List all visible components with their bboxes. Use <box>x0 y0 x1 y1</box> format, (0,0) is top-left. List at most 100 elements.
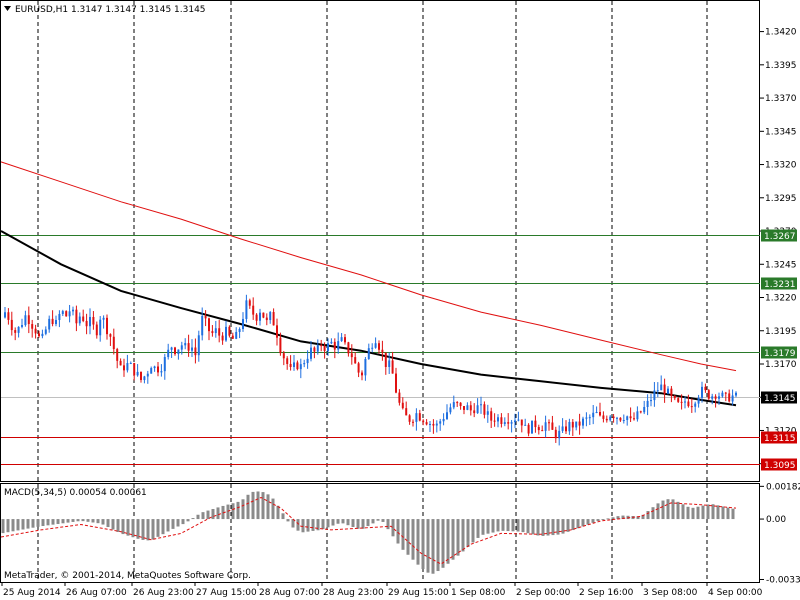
candle-body <box>480 404 482 406</box>
candle-body <box>61 311 64 314</box>
macd-histogram-bar <box>351 519 355 527</box>
macd-histogram-bar <box>516 519 520 532</box>
macd-histogram-bar <box>276 505 280 520</box>
time-tick-label: 1 Sep 08:00 <box>451 588 506 598</box>
macd-histogram-bar <box>156 519 160 537</box>
macd-histogram-bar <box>426 519 430 573</box>
macd-histogram-bar <box>201 512 205 520</box>
macd-histogram-bar <box>696 506 700 520</box>
macd-histogram-bar <box>541 519 545 536</box>
candle-body <box>456 402 459 404</box>
candle-body <box>170 347 173 350</box>
macd-histogram-bar <box>671 499 675 520</box>
candle-body <box>690 406 693 408</box>
candle-body <box>68 311 71 317</box>
macd-histogram-bar <box>396 519 400 544</box>
level-label: 1.3145 <box>764 394 796 404</box>
macd-histogram-bar <box>296 519 300 531</box>
macd-histogram-bar <box>416 519 420 565</box>
candle-body <box>534 420 537 428</box>
macd-histogram-bar <box>56 519 60 524</box>
candle-body <box>58 313 61 321</box>
macd-histogram-bar <box>641 514 645 520</box>
macd-histogram-bar <box>596 519 600 522</box>
candle-body <box>347 342 350 354</box>
candle-body <box>527 424 530 434</box>
macd-histogram-bar <box>556 519 560 535</box>
candle-body <box>316 345 319 352</box>
candle-body <box>306 358 309 364</box>
candle-body <box>514 420 516 423</box>
candle-body <box>588 417 591 419</box>
candle-body <box>483 404 486 415</box>
macd-histogram-bar <box>1 519 5 534</box>
candle-body <box>469 405 472 411</box>
macd-histogram-bar <box>391 519 395 537</box>
candle-body <box>731 395 734 402</box>
time-tick-label: 26 Aug 07:00 <box>66 588 127 598</box>
candle-body <box>551 422 554 430</box>
macd-histogram-bar <box>546 519 550 536</box>
macd-histogram-bar <box>16 519 20 531</box>
candle-body <box>650 400 652 402</box>
candle-body <box>248 300 251 306</box>
candle-body <box>398 392 401 403</box>
macd-histogram-bar <box>606 518 610 520</box>
candle-body <box>490 411 493 421</box>
macd-histogram-bar <box>226 504 230 520</box>
candle-body <box>452 402 455 408</box>
macd-histogram-bar <box>246 494 250 520</box>
macd-axis: 0.00182 0.00 -0.00336 <box>760 482 800 585</box>
candle-body <box>191 347 193 351</box>
candle-body <box>265 317 268 321</box>
candle-body <box>357 363 360 373</box>
candle-body <box>350 353 353 358</box>
candle-body <box>575 421 578 428</box>
candle-body <box>446 412 448 419</box>
candle-body <box>544 422 547 431</box>
candle-body <box>364 358 367 376</box>
candle-body <box>493 420 496 422</box>
candle-body <box>55 320 57 325</box>
candle-body <box>344 337 346 343</box>
macd-histogram-bar <box>446 519 450 564</box>
macd-histogram-bar <box>436 519 440 572</box>
macd-histogram-bar <box>286 519 290 522</box>
macd-histogram-bar <box>151 519 155 540</box>
macd-histogram-bar <box>86 519 90 522</box>
candle-body <box>429 423 431 425</box>
macd-histogram-bar <box>561 519 565 534</box>
macd-histogram-bar <box>366 519 370 527</box>
macd-histogram-bar <box>76 519 80 522</box>
macd-histogram-bar <box>66 519 70 523</box>
candle-body <box>711 396 714 399</box>
price-tick-label: 1.3370 <box>765 94 797 104</box>
macd-histogram-bar <box>121 519 125 535</box>
macd-histogram-bar <box>441 519 445 568</box>
candle-body <box>27 315 30 325</box>
candle-body <box>422 420 425 423</box>
macd-histogram-bar <box>431 519 435 574</box>
macd-histogram-bar <box>321 519 325 530</box>
macd-histogram-bar <box>131 519 135 538</box>
macd-histogram-bar <box>51 519 55 525</box>
candle-body <box>558 430 561 439</box>
macd-tick-label: 0.00182 <box>766 482 800 492</box>
candle-body <box>500 417 503 424</box>
chart-menu-triangle-icon[interactable] <box>4 6 11 11</box>
macd-histogram-bar <box>11 519 15 532</box>
candle-body <box>439 421 442 424</box>
macd-histogram-bar <box>196 514 200 520</box>
slow-ma-line <box>0 161 737 372</box>
candle-body <box>412 421 414 423</box>
macd-histogram-bar <box>706 504 710 520</box>
level-label: 1.3179 <box>764 349 796 359</box>
candle-body <box>694 403 697 407</box>
candle-body <box>150 368 153 374</box>
candle-body <box>238 329 241 332</box>
macd-histogram-bar <box>106 519 110 528</box>
candle-body <box>31 324 34 329</box>
time-axis: 25 Aug 2014 26 Aug 07:00 26 Aug 23:00 27 Au… <box>1 582 763 598</box>
macd-tick-label: 0.00 <box>766 515 786 525</box>
candle-body <box>435 423 438 426</box>
